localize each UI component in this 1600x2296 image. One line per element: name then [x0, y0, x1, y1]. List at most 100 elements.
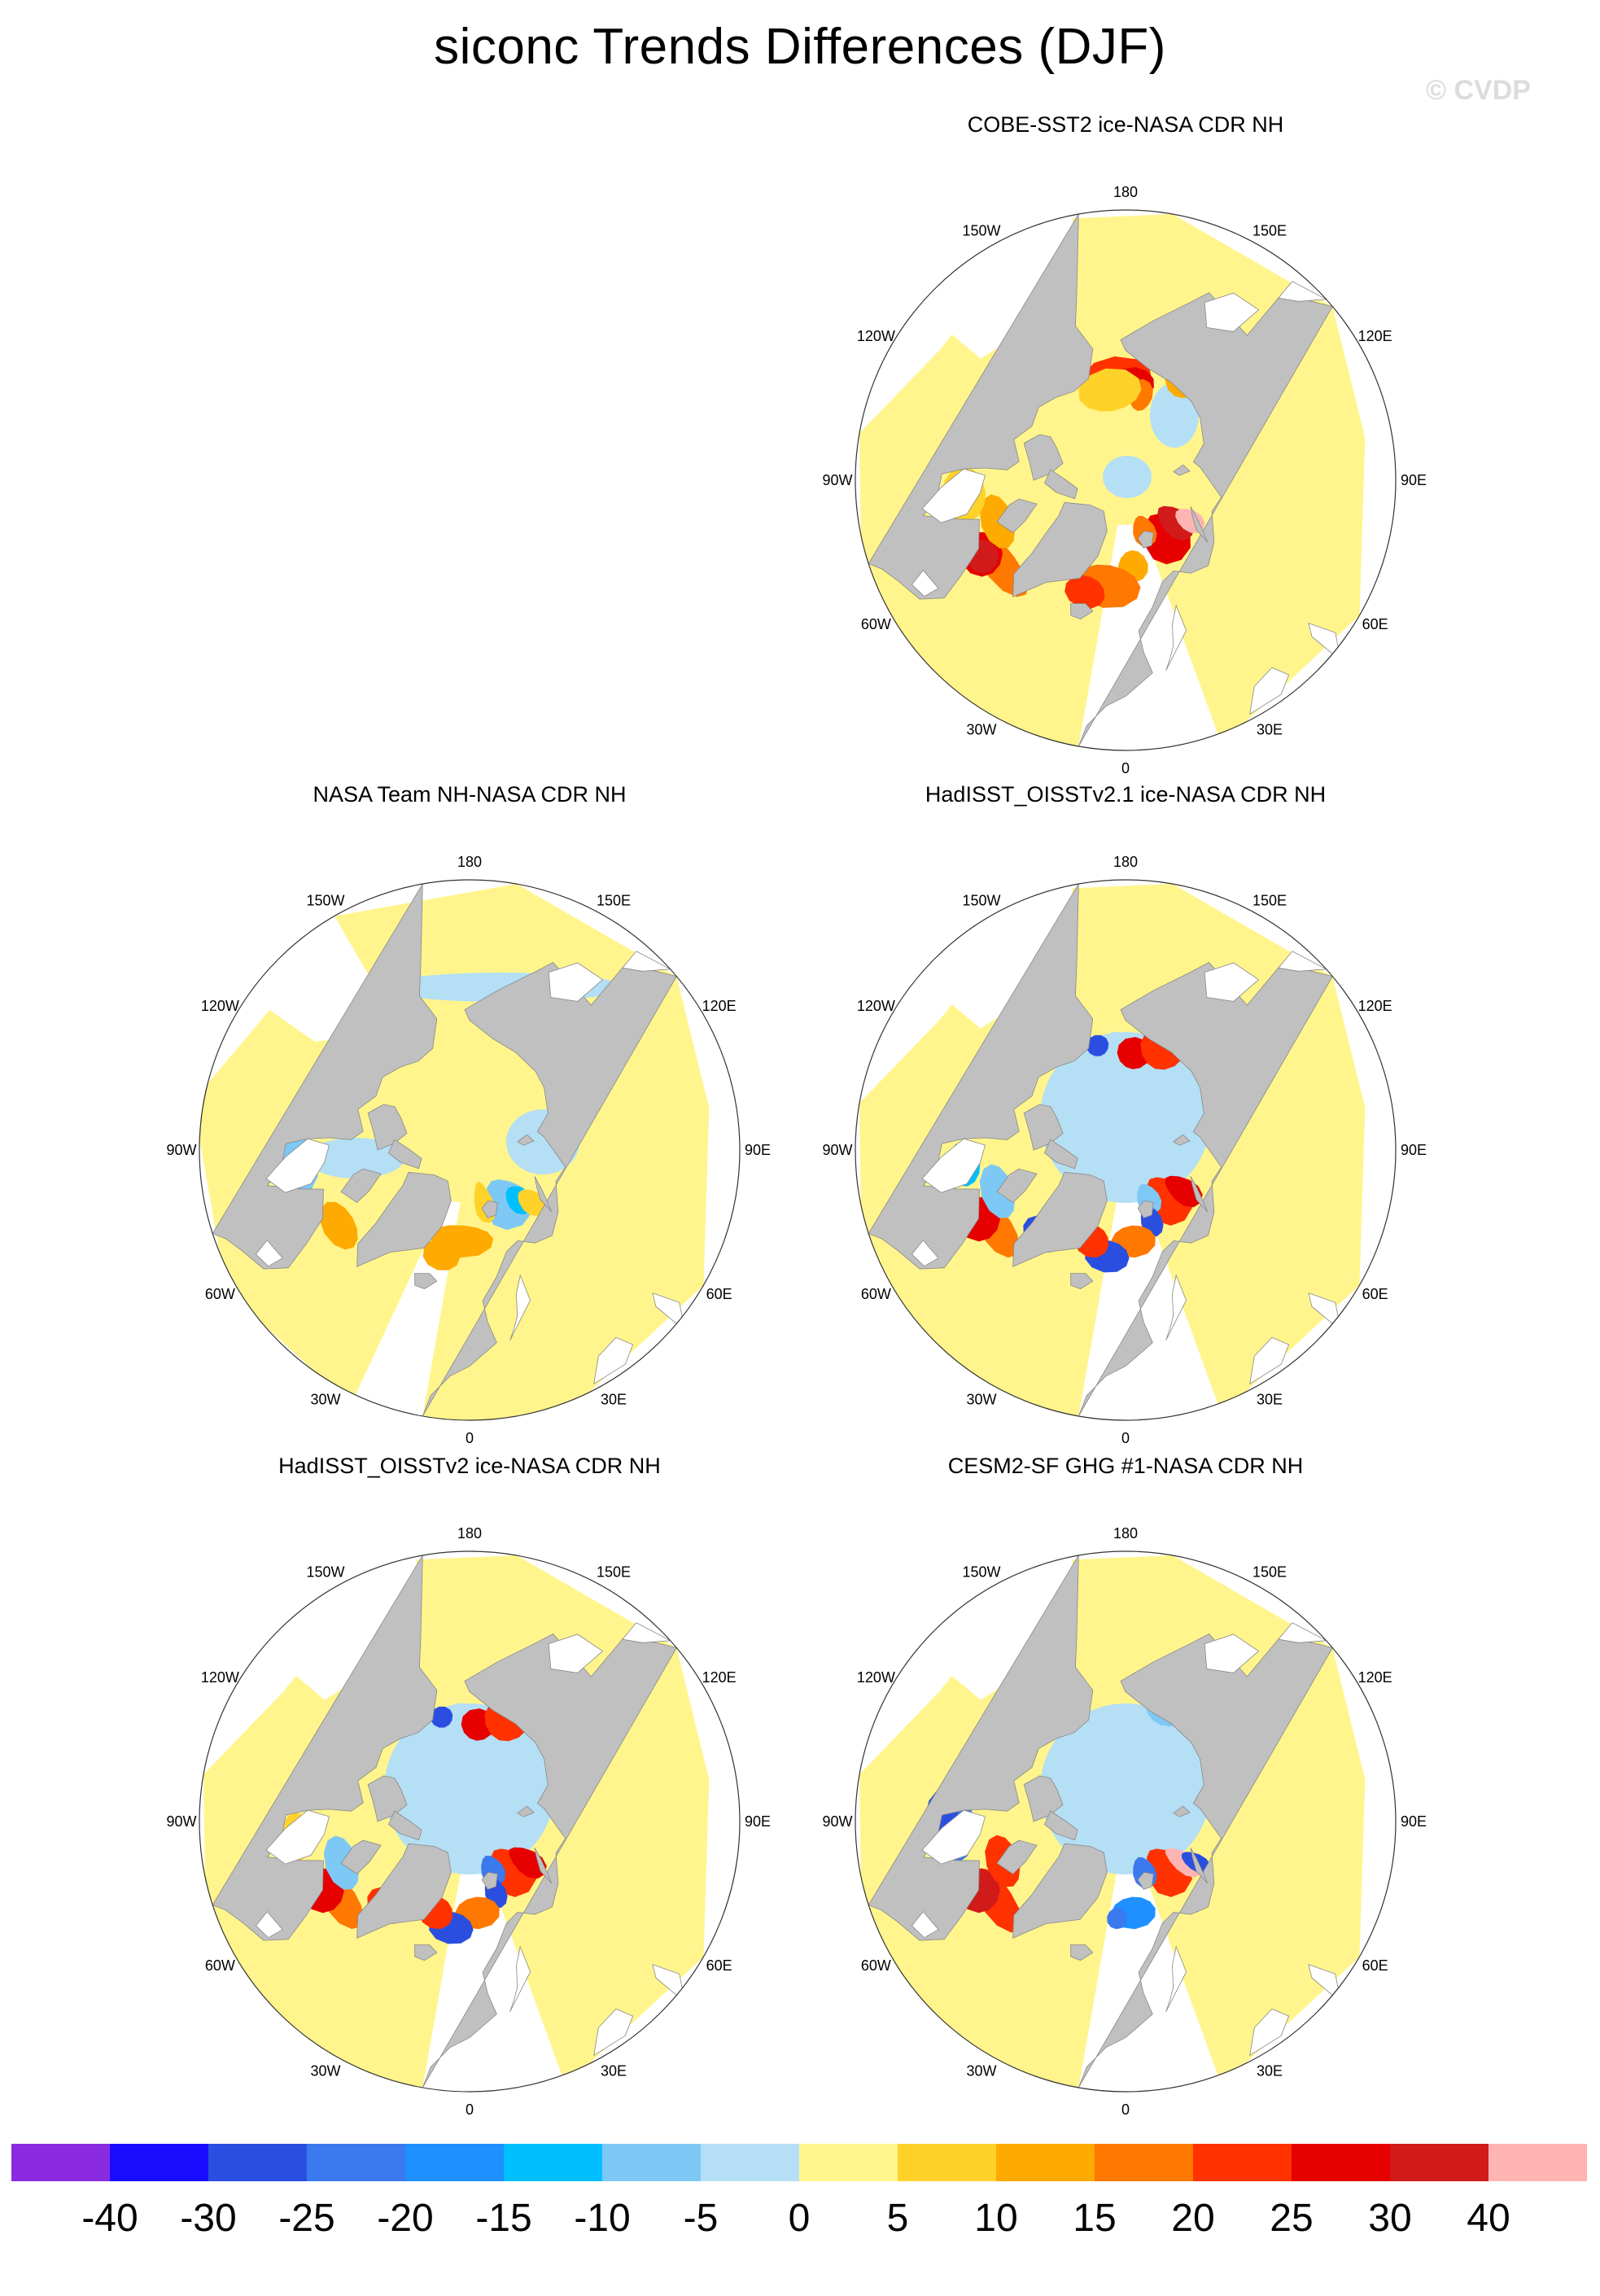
longitude-label: 150E [1252, 892, 1287, 908]
landmass [388, 1810, 422, 1841]
longitude-label: 30E [601, 1392, 627, 1408]
anomaly-patch [1086, 1034, 1109, 1056]
colorbar-tick-label: 5 [886, 2197, 909, 2240]
colorbar-tick-label: 40 [1467, 2197, 1510, 2240]
anomaly-patch [430, 1706, 453, 1728]
longitude-label: 60E [1362, 616, 1388, 632]
longitude-label: 180 [1113, 184, 1138, 200]
landmass [996, 1168, 1038, 1204]
longitude-label: 120W [857, 998, 895, 1014]
colorbar-tick-label: 10 [974, 2197, 1018, 2240]
anomaly-patch [1107, 1907, 1128, 1930]
longitude-label: 60W [205, 1286, 235, 1302]
colorbar-tick-label: 25 [1270, 2197, 1314, 2240]
colorbar-swatch [1292, 2144, 1391, 2181]
map-boundary [855, 209, 1397, 751]
longitude-label: 30W [966, 1392, 996, 1408]
landmass [1190, 506, 1209, 543]
colorbar-tick-label: 15 [1073, 2197, 1117, 2240]
longitude-label: 90E [1401, 472, 1427, 488]
anomaly-patch [319, 1201, 358, 1250]
figure-title: siconc Trends Differences (DJF) [434, 19, 1166, 75]
landmass [1190, 1176, 1209, 1213]
longitude-label: 150E [597, 1563, 631, 1580]
longitude-label: 90W [822, 472, 852, 488]
landmass [1012, 501, 1108, 597]
landmass [422, 962, 677, 1417]
longitude-label: 150E [1252, 1563, 1287, 1580]
longitude-label: 180 [457, 1525, 482, 1542]
longitude-label: 90E [1401, 1142, 1427, 1158]
colorbar-swatch [1193, 2144, 1292, 2181]
colorbar-swatch [1489, 2144, 1587, 2181]
landmass [996, 498, 1038, 534]
longitude-label: 120E [702, 1669, 737, 1686]
landmass [534, 1176, 553, 1213]
panel-title: HadISST_OISSTv2 ice-NASA CDR NH [278, 1454, 661, 1478]
longitude-label: 30W [966, 2063, 996, 2080]
longitude-label: 60W [861, 1286, 891, 1302]
map-panel-hadisst-oisstv2: HadISST_OISSTv2 ice-NASA CDR NH 180 150E 1… [136, 1454, 803, 2121]
colorbar-tick-label: -30 [180, 2197, 237, 2240]
anomaly-patch [1078, 368, 1142, 412]
colorbar-tick-label: -20 [377, 2197, 434, 2240]
landmass [356, 1843, 452, 1939]
longitude-label: 60E [706, 1957, 732, 1974]
landmass [1023, 1775, 1064, 1822]
longitude-label: 150E [597, 892, 631, 908]
landmass [1173, 1134, 1191, 1146]
map-panel-nasa-team: NASA Team NH-NASA CDR NH 180 150E 120E 90E 6… [136, 782, 803, 1450]
landmass [534, 1848, 553, 1884]
colorbar-swatch [405, 2144, 505, 2181]
longitude-label: 120E [1358, 328, 1392, 344]
landmass [1012, 1171, 1108, 1267]
landmass [367, 1775, 408, 1822]
longitude-label: 150W [306, 1563, 344, 1580]
colorbar-swatch [11, 2144, 111, 2181]
landmass [1137, 1871, 1154, 1890]
longitude-label: 90W [166, 1813, 196, 1830]
landmass [422, 1633, 677, 2088]
map-boundary [199, 879, 741, 1421]
map-panel-hadisst-oisstv21: HadISST_OISSTv2.1 ice-NASA CDR NH 180 150… [792, 782, 1459, 1450]
longitude-label: 150W [962, 1563, 1000, 1580]
landmass [996, 1839, 1038, 1875]
polar-map: 180 150E 120E 90E 60E 30E 0 30W 60W 90W 120W 150W [822, 1525, 1427, 2118]
map-boundary [855, 879, 1397, 1421]
longitude-label: 180 [1113, 1525, 1138, 1542]
map-boundary [199, 1550, 741, 2093]
longitude-label: 120E [1358, 998, 1392, 1014]
longitude-label: 150W [962, 892, 1000, 908]
longitude-label: 150W [306, 892, 344, 908]
colorbar-swatch [504, 2144, 603, 2181]
colorbar-tick-label: -5 [683, 2197, 719, 2240]
landmass [1137, 530, 1154, 549]
colorbar-swatch [996, 2144, 1095, 2181]
colorbar-swatch [799, 2144, 898, 2181]
longitude-label: 90W [166, 1142, 196, 1158]
longitude-label: 90E [1401, 1813, 1427, 1830]
longitude-label: 150W [962, 222, 1000, 238]
longitude-label: 60W [861, 1957, 891, 1974]
panel-title: HadISST_OISSTv2.1 ice-NASA CDR NH [925, 782, 1327, 807]
polar-map: 180 150E 120E 90E 60E 30E 0 30W 60W 90W 120W 150W [822, 854, 1427, 1446]
landmass [414, 1944, 438, 1961]
longitude-label: 0 [1121, 760, 1130, 776]
landmass [1044, 469, 1078, 500]
landmass [388, 1139, 422, 1170]
landmass [1044, 1810, 1078, 1841]
colorbar-swatch [1390, 2144, 1489, 2181]
colorbar-tick-label: 20 [1171, 2197, 1215, 2240]
landmass [1190, 1848, 1209, 1884]
longitude-label: 0 [466, 1430, 474, 1446]
longitude-label: 90E [745, 1142, 771, 1158]
polar-map: 180 150E 120E 90E 60E 30E 0 30W 60W 90W 120W 150W [166, 1525, 771, 2118]
landmass [1137, 1200, 1154, 1218]
longitude-label: 150E [1252, 222, 1287, 238]
colorbar-swatch [110, 2144, 209, 2181]
longitude-label: 0 [1121, 1430, 1130, 1446]
colorbar-tick-label: -10 [574, 2197, 631, 2240]
landmass [414, 1273, 438, 1289]
watermark: © CVDP [1426, 75, 1531, 106]
landmass [1078, 1633, 1333, 2088]
